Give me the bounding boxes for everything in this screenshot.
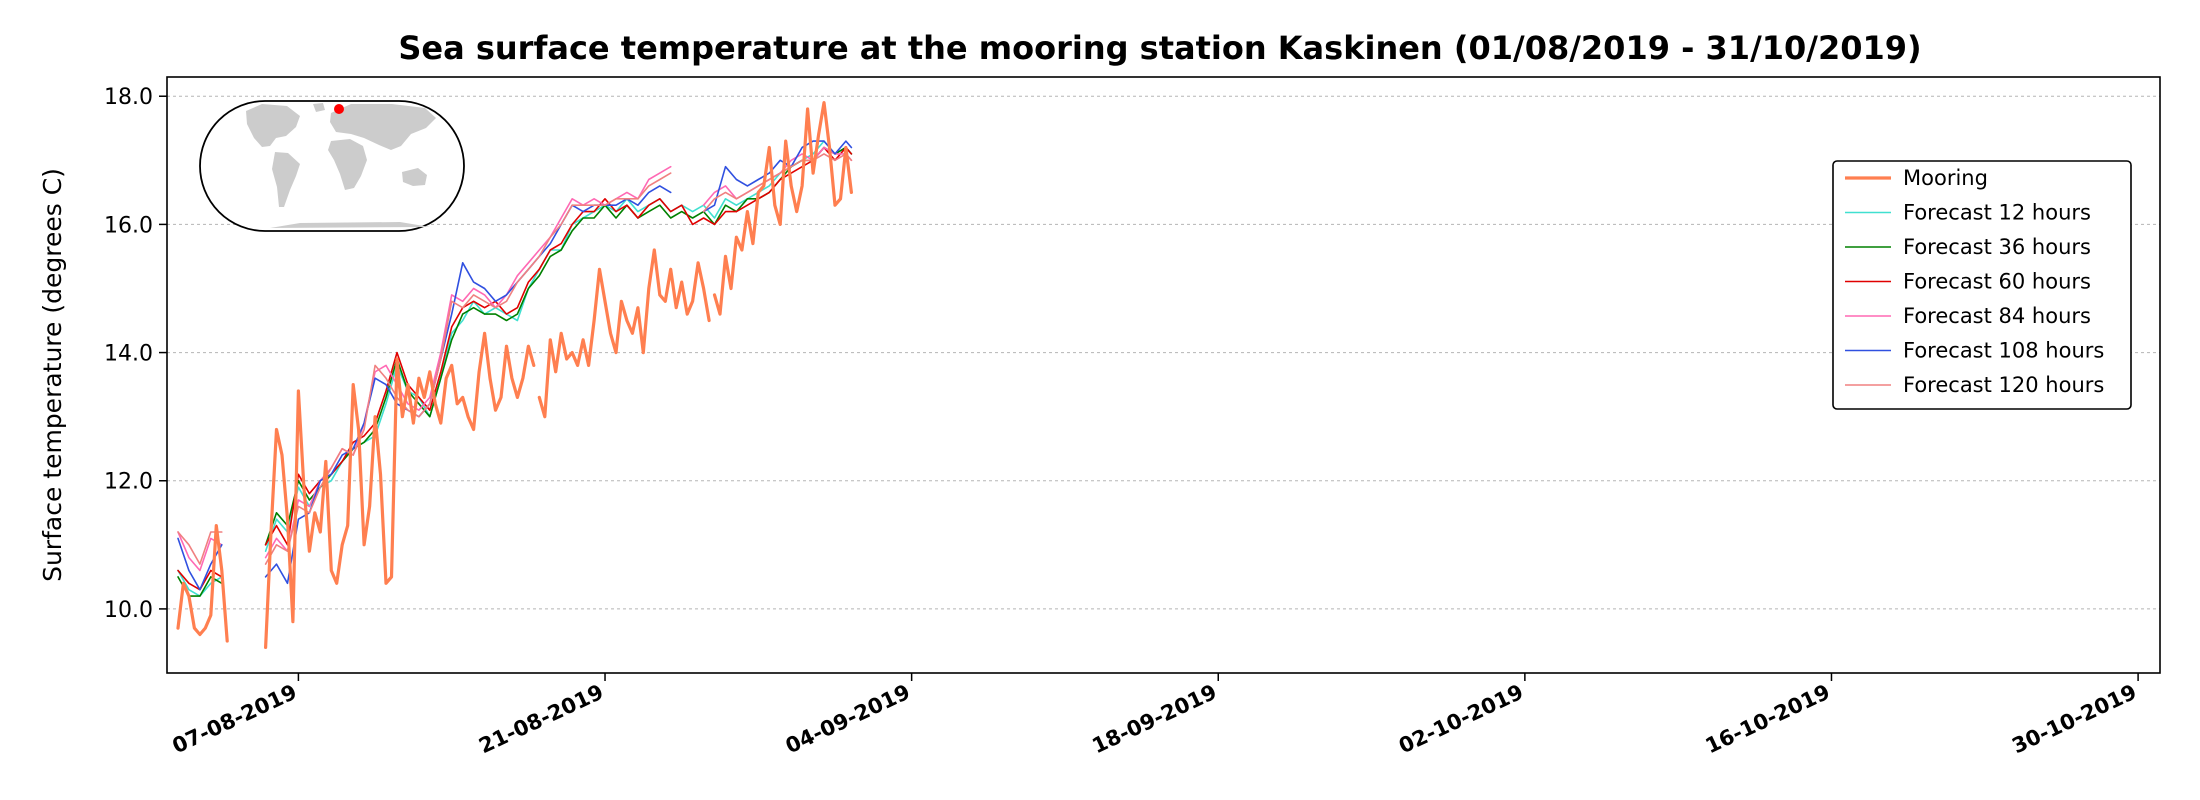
chart-title: Sea surface temperature at the mooring s… [398,29,1921,67]
eurasia-land [330,104,436,150]
legend-label: Forecast 60 hours [1903,270,2091,294]
legend-label: Forecast 84 hours [1903,304,2091,328]
station-location-marker [334,104,344,114]
world-map-inset [199,100,465,232]
legend-label: Forecast 108 hours [1903,339,2104,363]
y-tick-label: 18.0 [104,85,153,110]
north-america-land [246,104,300,147]
africa-land [328,139,367,190]
legend-frame [1832,160,2132,410]
y-tick-label: 10.0 [104,598,153,623]
antarctica-land [270,222,430,228]
plot-series [176,100,854,650]
legend-items: Mooring Forecast 12 hours Forecast 36 hour… [1845,166,2104,397]
legend-label: Forecast 12 hours [1903,201,2091,225]
plot-area-frame [166,76,2161,674]
series-line [712,100,854,316]
y-tick-label: 16.0 [104,213,153,238]
y-axis-label: Surface temperature (degrees C) [38,168,67,582]
series-line [264,172,672,565]
south-america-land [272,152,300,207]
series-line [537,248,711,419]
legend-label: Forecast 36 hours [1903,235,2091,259]
series-mooring [176,100,854,650]
y-tick-label: 14.0 [104,342,153,367]
greenland-land [313,103,325,112]
legend: Mooring Forecast 12 hours Forecast 36 hour… [1832,160,2132,410]
map-landmasses [246,103,436,228]
y-tick-label: 12.0 [104,470,153,495]
series-line [176,523,229,643]
australia-land [402,168,427,186]
legend-label: Forecast 120 hours [1903,373,2104,397]
series-line [264,331,536,650]
series-line [702,140,853,213]
legend-label: Mooring [1903,166,1988,190]
gridlines [167,95,2160,610]
